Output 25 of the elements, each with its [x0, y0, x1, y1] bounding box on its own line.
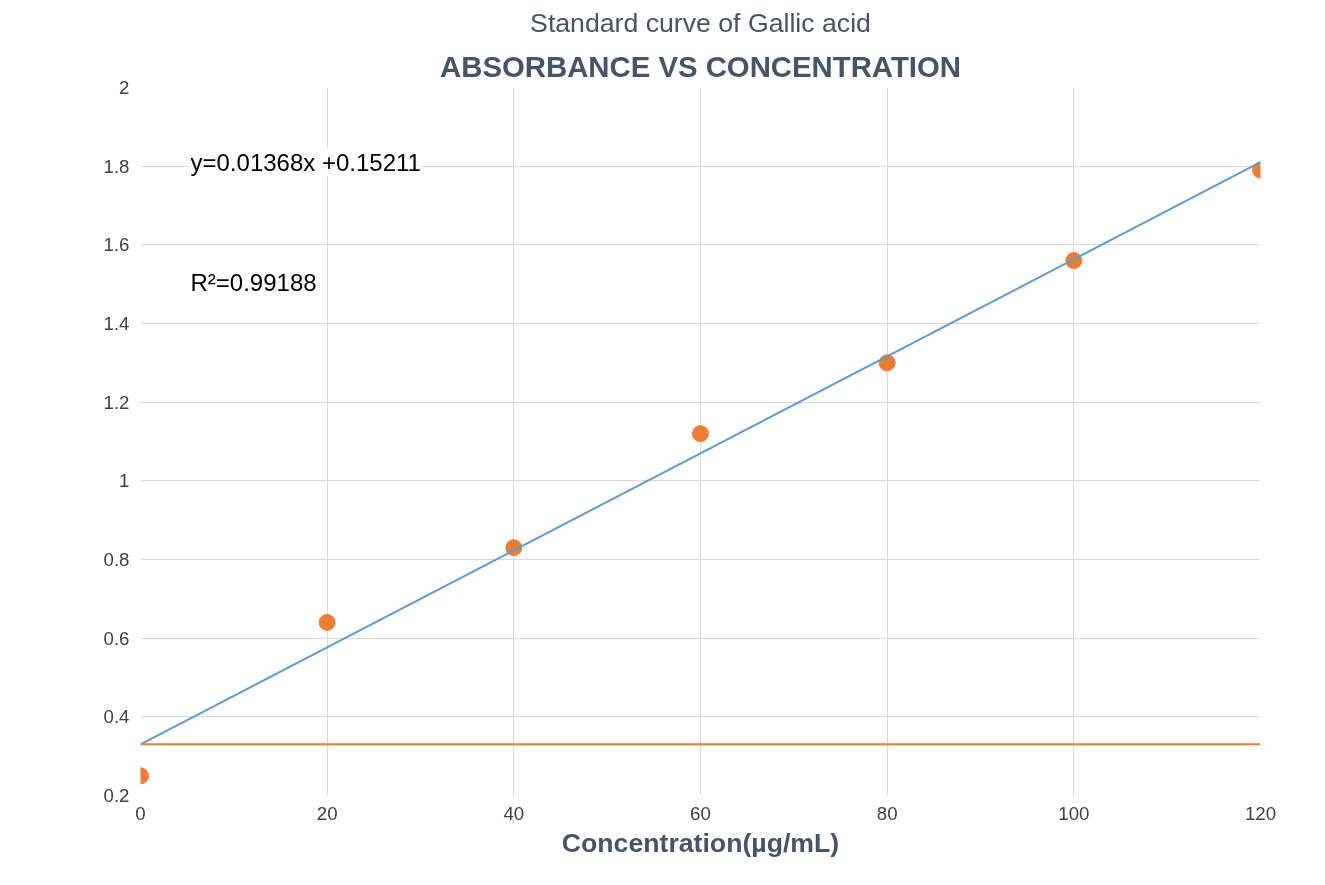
point [692, 425, 709, 443]
annotation: y=0.01368x +0.15211 [190, 148, 421, 176]
x-tick-label: 40 [503, 802, 525, 824]
y-tick-label: 1.4 [103, 313, 130, 334]
x-tick-label: 0 [135, 802, 146, 824]
y-tick-label: 0.4 [103, 706, 130, 728]
chart-subtitle: ABSORBANCE VS CONCENTRATION [440, 49, 961, 83]
y-tick-label: 1.6 [103, 234, 130, 256]
point [878, 354, 896, 372]
y-tick-label: 0.8 [103, 549, 130, 570]
annotation: R²=0.99188 [190, 268, 317, 296]
x-tick-label: 20 [316, 802, 338, 824]
x-tick-label: 120 [1244, 802, 1277, 824]
y-tick-label: 1.8 [103, 155, 130, 177]
y-tick-label: 2 [119, 77, 130, 98]
y-tick-label: 0.6 [103, 627, 130, 649]
y-tick-label: 1 [119, 470, 130, 492]
x-axis-title: Concentration(µg/mL) [561, 827, 840, 858]
chart-title: Standard curve of Gallic acid [530, 7, 871, 38]
y-tick-label: 1.2 [103, 391, 130, 413]
x-tick-label: 100 [1058, 802, 1090, 824]
point [318, 613, 336, 631]
x-tick-label: 60 [690, 802, 711, 824]
x-tick-label: 80 [876, 802, 898, 824]
y-tick-label: 0.2 [103, 785, 130, 806]
